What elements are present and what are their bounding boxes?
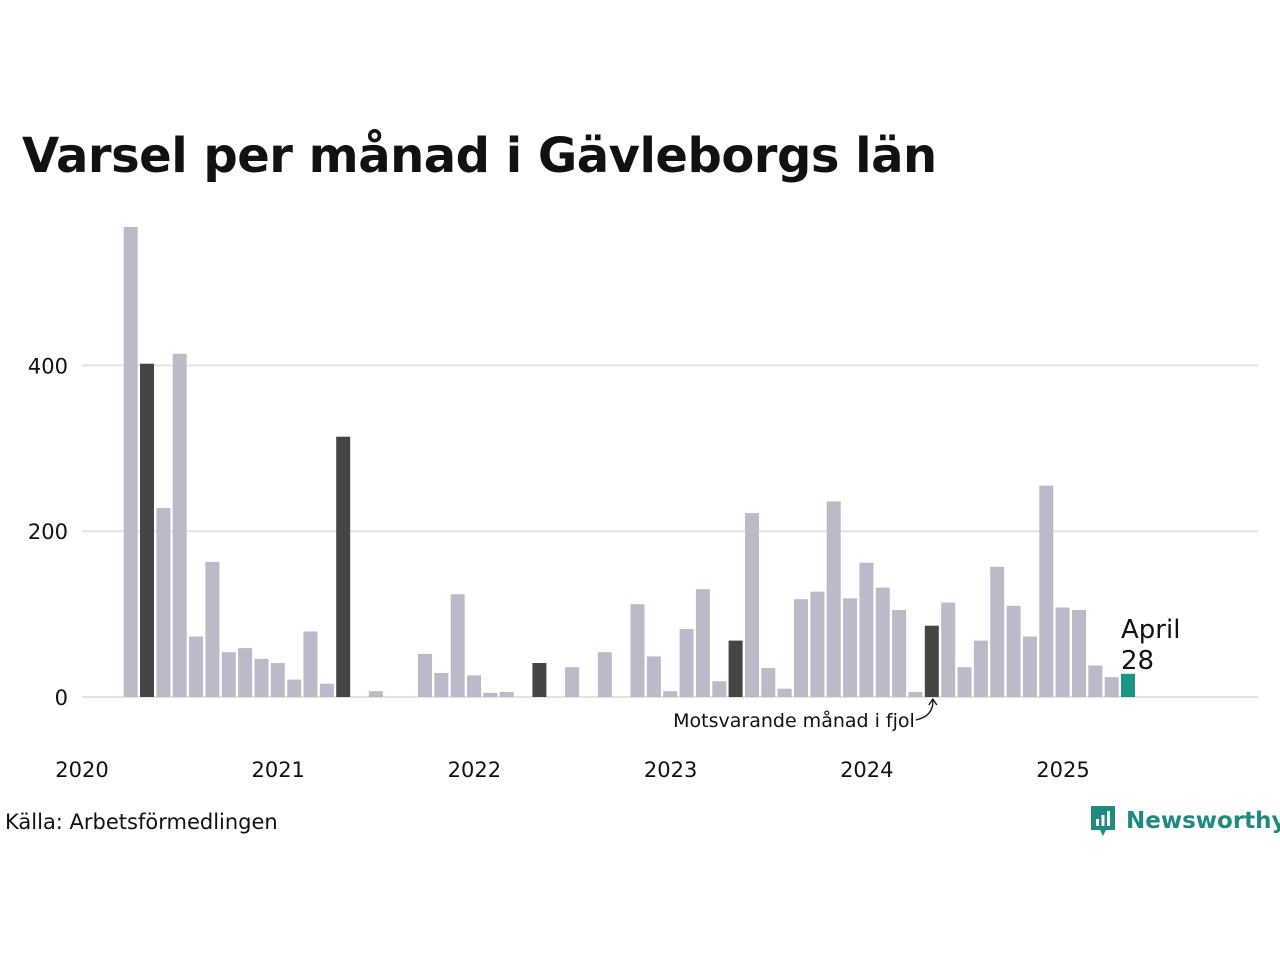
bar xyxy=(565,667,580,697)
bar xyxy=(140,363,154,697)
bar xyxy=(597,652,612,697)
bar xyxy=(172,353,187,697)
bar xyxy=(238,648,253,697)
y-tick-label: 0 xyxy=(55,686,68,710)
current-value-label: 28 xyxy=(1121,646,1154,676)
bar xyxy=(826,501,841,697)
bar xyxy=(1088,665,1103,697)
y-tick-label: 400 xyxy=(28,354,68,378)
bar xyxy=(450,594,465,697)
x-tick-label: 2020 xyxy=(55,758,108,782)
bar xyxy=(679,629,694,697)
bar xyxy=(810,591,825,697)
y-axis-ticks: 0 200 400 xyxy=(28,354,68,710)
bar xyxy=(499,692,514,697)
bar xyxy=(205,561,220,697)
bar xyxy=(418,653,432,697)
bar xyxy=(728,640,743,697)
bar xyxy=(794,599,808,697)
bar xyxy=(924,625,939,697)
bar xyxy=(156,508,171,697)
bar xyxy=(254,658,269,697)
x-tick-label: 2021 xyxy=(251,758,304,782)
bar xyxy=(1072,610,1086,697)
previous-year-annotation: Motsvarande månad i fjol xyxy=(673,709,915,732)
x-tick-label: 2022 xyxy=(448,758,501,782)
x-tick-label: 2025 xyxy=(1036,758,1089,782)
bar xyxy=(1006,605,1021,697)
bar xyxy=(1055,607,1070,697)
bar-chart: 0 200 400 2020 2021 2022 2023 2024 2025 April28… xyxy=(28,227,1258,782)
bar xyxy=(892,610,907,697)
bar xyxy=(712,681,727,697)
bar xyxy=(663,691,678,697)
bar xyxy=(859,562,874,697)
bar xyxy=(745,513,759,697)
bar xyxy=(630,604,645,697)
bar xyxy=(761,668,776,697)
bar xyxy=(695,589,710,697)
bar xyxy=(843,598,858,697)
bar xyxy=(973,640,988,697)
bar xyxy=(434,673,449,697)
bar xyxy=(957,667,972,697)
chart-title: Varsel per månad i Gävleborgs län xyxy=(22,128,937,184)
bar xyxy=(875,587,890,697)
annotation-arrow xyxy=(915,699,934,721)
bar xyxy=(221,652,236,697)
bar xyxy=(646,656,661,697)
bar xyxy=(270,663,285,697)
bar xyxy=(287,679,302,697)
x-axis-ticks: 2020 2021 2022 2023 2024 2025 xyxy=(55,758,1089,782)
bar xyxy=(189,636,204,697)
x-tick-label: 2024 xyxy=(840,758,893,782)
bar xyxy=(941,602,956,697)
bar xyxy=(1121,673,1135,697)
bar xyxy=(368,691,383,697)
current-month-label: April xyxy=(1121,615,1180,645)
brand-name: Newsworthy xyxy=(1126,808,1280,834)
newsworthy-logo-icon xyxy=(1091,806,1115,836)
x-tick-label: 2023 xyxy=(644,758,697,782)
source-credit: Källa: Arbetsförmedlingen xyxy=(5,810,278,834)
bar xyxy=(467,675,481,697)
bar xyxy=(1039,485,1054,697)
bar xyxy=(908,692,923,697)
annotation-arrowhead xyxy=(928,697,938,706)
bar xyxy=(990,566,1005,697)
y-tick-label: 200 xyxy=(28,520,68,544)
bar xyxy=(1022,636,1037,697)
bar xyxy=(336,436,351,697)
bar xyxy=(319,683,334,697)
bar xyxy=(1104,677,1119,697)
bar xyxy=(483,692,498,697)
bars xyxy=(123,227,1135,697)
bar xyxy=(777,688,792,697)
bar xyxy=(303,631,318,697)
bar xyxy=(123,227,138,697)
brand-logo: Newsworthy xyxy=(1088,803,1280,839)
bar xyxy=(532,663,547,697)
